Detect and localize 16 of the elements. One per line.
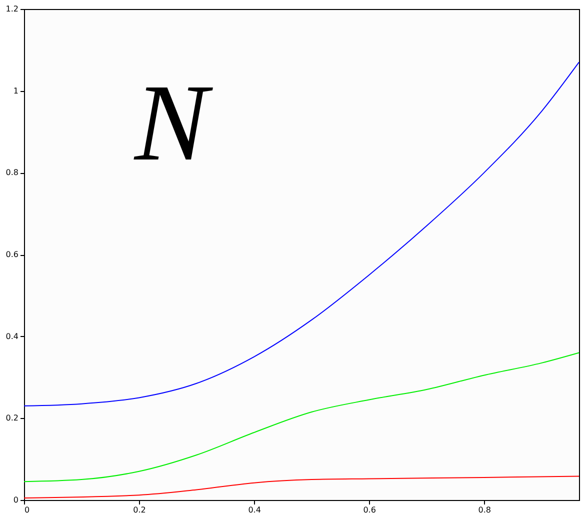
y-tick-label: 0.2: [6, 414, 18, 423]
y-tick-label: 0.4: [6, 332, 18, 341]
y-tick-label: 0.8: [6, 168, 18, 178]
x-tick-label: 0: [24, 506, 30, 514]
line-series: [24, 62, 580, 406]
x-tick-label: 0.4: [248, 506, 261, 514]
y-tick-label: 1.2: [6, 4, 18, 14]
annotation: N: [133, 62, 214, 184]
x-tick-label: 0.2: [133, 506, 146, 514]
x-tick-label: 0.8: [478, 506, 491, 514]
y-tick-label: 0: [13, 496, 18, 504]
y-tick-label: 0.6: [6, 250, 18, 259]
line-series: [24, 352, 580, 482]
x-tick-label: 0.6: [363, 506, 376, 514]
y-tick-label: 1: [13, 86, 18, 96]
line-series: [24, 476, 580, 498]
